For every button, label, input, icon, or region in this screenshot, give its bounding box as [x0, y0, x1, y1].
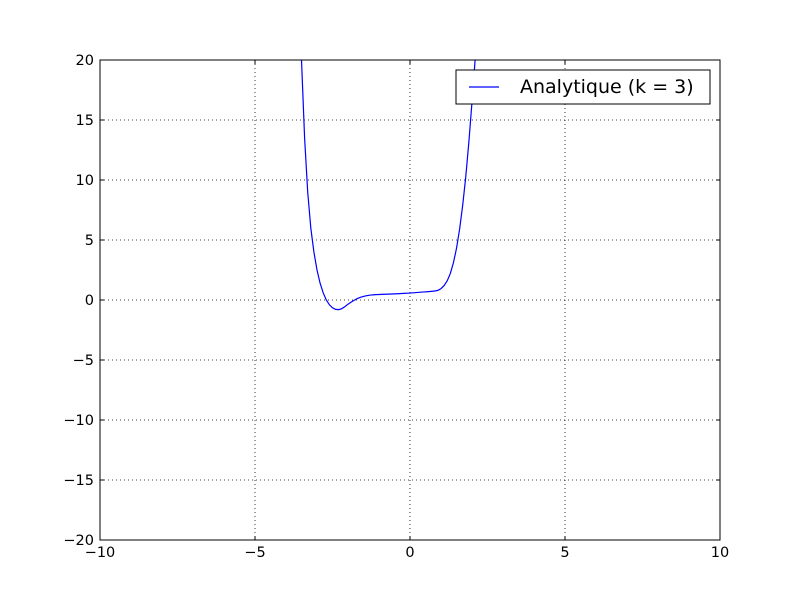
x-tick-label: 0	[405, 545, 414, 561]
y-tick-label: −10	[63, 413, 94, 429]
y-tick-label: −15	[63, 473, 94, 489]
series-line	[300, 60, 476, 311]
x-tick-label: −10	[85, 545, 116, 561]
x-tick-label: 10	[711, 545, 729, 561]
y-tick-label: −20	[63, 533, 94, 549]
tick-labels: −10 −5 0 5 10 −20 −15 −10 −5 0 5 10 15 20	[63, 53, 729, 561]
y-tick-label: −5	[73, 353, 94, 369]
legend-label: Analytique (k = 3)	[520, 76, 694, 98]
legend: Analytique (k = 3)	[455, 69, 711, 105]
x-tick-label: 5	[560, 545, 569, 561]
y-tick-label: 15	[76, 113, 94, 129]
y-tick-label: 10	[76, 173, 94, 189]
ticks	[99, 59, 721, 541]
y-tick-label: 5	[85, 233, 94, 249]
grid	[100, 60, 720, 540]
y-tick-label: 0	[85, 293, 94, 309]
y-tick-label: 20	[76, 53, 94, 69]
x-tick-label: −5	[244, 545, 265, 561]
